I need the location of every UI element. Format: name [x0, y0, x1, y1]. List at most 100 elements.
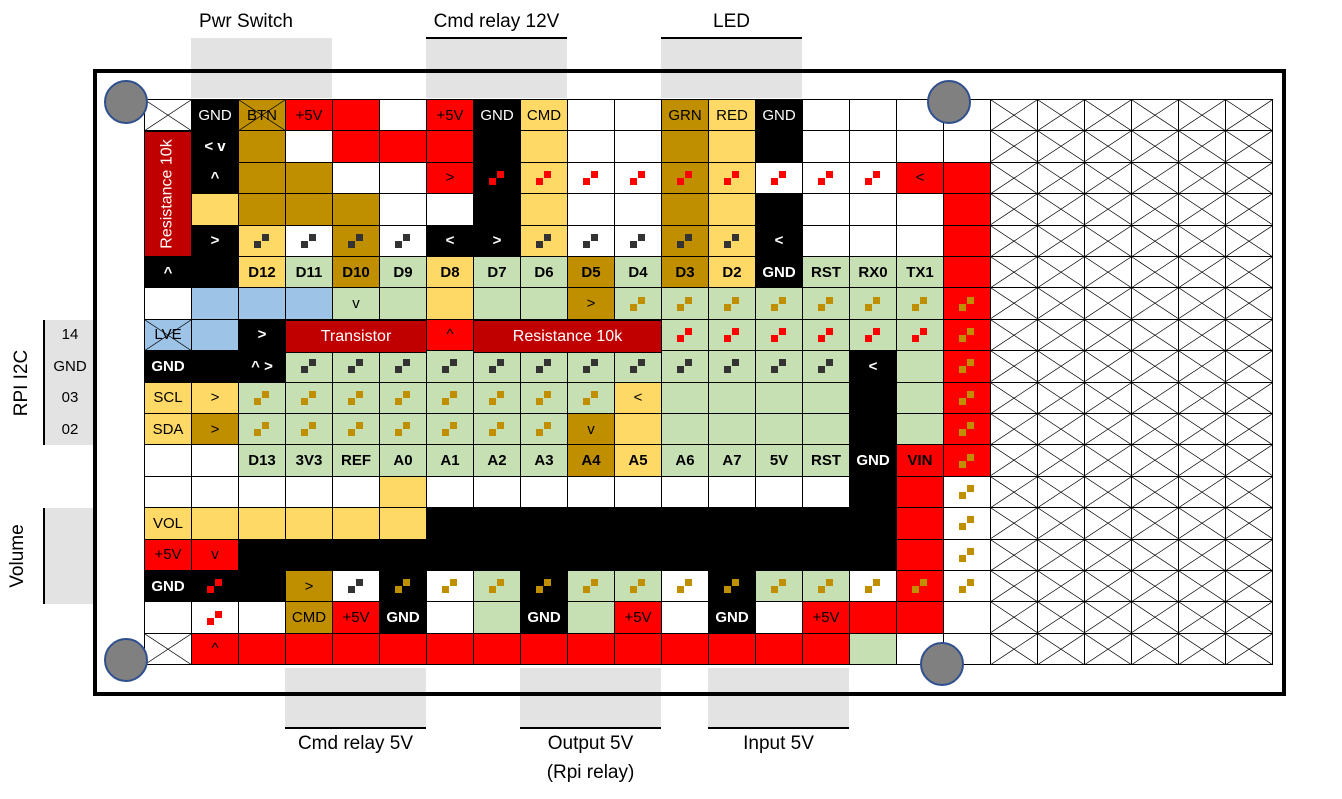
- cell-label: +5V: [812, 609, 840, 627]
- unused-cell: [1131, 601, 1179, 634]
- grid-cell: [755, 193, 803, 226]
- led-line: [661, 37, 802, 39]
- unused-cell: [1084, 224, 1132, 257]
- cell-label: <: [445, 232, 455, 250]
- grid-cell: [896, 381, 944, 414]
- grid-cell: [144, 632, 192, 666]
- grid-cell: [661, 413, 709, 446]
- grid-cell: A4: [567, 444, 615, 477]
- cross-icon: [1038, 257, 1084, 288]
- solder-pad-icon: [536, 359, 551, 374]
- solder-pad-icon: [442, 359, 457, 374]
- grid-cell: [896, 475, 944, 509]
- grid-cell: [520, 287, 568, 320]
- resistance-left-label: Resistance 10k: [159, 139, 177, 249]
- grid-cell: [661, 601, 709, 634]
- unused-cell: [990, 193, 1038, 226]
- grid-cell: [614, 570, 662, 603]
- grid-cell: [285, 287, 333, 320]
- grid-cell: [802, 287, 850, 320]
- cell-label: RX0: [858, 263, 888, 281]
- grid-cell: [943, 381, 991, 414]
- grid-cell: [755, 130, 803, 163]
- cell-label: VIN: [907, 452, 933, 470]
- grid-cell: [755, 475, 803, 509]
- cross-icon: [1179, 571, 1225, 602]
- grid-cell: D9: [379, 256, 427, 289]
- cross-icon: [145, 633, 191, 665]
- grid-cell: [285, 632, 333, 666]
- grid-cell: D11: [285, 256, 333, 289]
- cell-label: A1: [440, 452, 460, 470]
- grid-cell: [473, 601, 521, 634]
- cross-icon: [1132, 633, 1178, 665]
- grid-cell: [426, 570, 474, 603]
- side-pin-gnd: GND: [53, 358, 87, 375]
- grid-cell: <: [896, 161, 944, 195]
- cross-icon: [1132, 445, 1178, 476]
- grid-cell: [849, 507, 897, 540]
- grid-cell: [426, 632, 474, 666]
- cell-label: D5: [581, 263, 601, 281]
- grid-cell: [849, 413, 897, 446]
- led-label: LED: [713, 11, 750, 32]
- unused-cell: [1037, 318, 1085, 352]
- led-bar: [661, 38, 802, 98]
- cross-icon: [1179, 194, 1225, 225]
- grid-cell: [614, 475, 662, 509]
- solder-pad-icon: [677, 170, 692, 185]
- cross-icon: [1179, 445, 1225, 476]
- grid-cell: [520, 381, 568, 414]
- unused-cell: [1131, 507, 1179, 540]
- cross-icon: [1132, 602, 1178, 633]
- grid-cell: [567, 381, 615, 414]
- grid-cell: [802, 570, 850, 603]
- grid-cell: [661, 632, 709, 666]
- cell-label: <: [774, 232, 784, 250]
- cross-icon: [1038, 633, 1084, 665]
- grid-cell: ^: [426, 318, 474, 352]
- grid-cell: [191, 475, 239, 509]
- unused-cell: [1084, 161, 1132, 195]
- unused-cell: [1037, 381, 1085, 414]
- grid-cell: 3V3: [285, 444, 333, 477]
- transistor-block: Transistor: [285, 320, 427, 353]
- grid-cell: GND: [144, 350, 192, 383]
- cross-icon: [1038, 508, 1084, 539]
- unused-cell: [1178, 256, 1226, 289]
- volume-line: [43, 508, 45, 604]
- unused-cell: [1131, 99, 1179, 132]
- cell-label: GND: [151, 577, 185, 595]
- cell-label: A3: [534, 452, 554, 470]
- solder-pad-icon: [912, 579, 927, 594]
- cell-label: D8: [440, 263, 460, 281]
- grid-cell: [849, 193, 897, 226]
- solder-pad-icon: [489, 359, 504, 374]
- grid-cell: [896, 130, 944, 163]
- solder-pad-icon: [442, 422, 457, 437]
- grid-cell: [802, 381, 850, 414]
- grid-cell: [426, 475, 474, 509]
- solder-pad-icon: [630, 359, 645, 374]
- grid-cell: [379, 538, 427, 571]
- grid-cell: [332, 570, 380, 603]
- cross-icon: [991, 225, 1037, 256]
- cross-icon: [1132, 351, 1178, 382]
- cross-icon: [1226, 288, 1272, 319]
- unused-cell: [1084, 475, 1132, 509]
- cross-icon: [1179, 131, 1225, 162]
- grid-cell: VIN: [896, 444, 944, 477]
- unused-cell: [1084, 570, 1132, 603]
- solder-pad-icon: [912, 296, 927, 311]
- grid-cell: [802, 507, 850, 540]
- grid-cell: [896, 224, 944, 257]
- solder-pad-icon: [724, 359, 739, 374]
- cmd-relay-5v-bar: [285, 668, 426, 728]
- unused-cell: [1178, 318, 1226, 352]
- cell-label: ^: [446, 326, 454, 344]
- grid-cell: [755, 287, 803, 320]
- grid-cell: [849, 570, 897, 603]
- grid-cell: [332, 507, 380, 540]
- grid-cell: [426, 601, 474, 634]
- cross-icon: [1226, 162, 1272, 194]
